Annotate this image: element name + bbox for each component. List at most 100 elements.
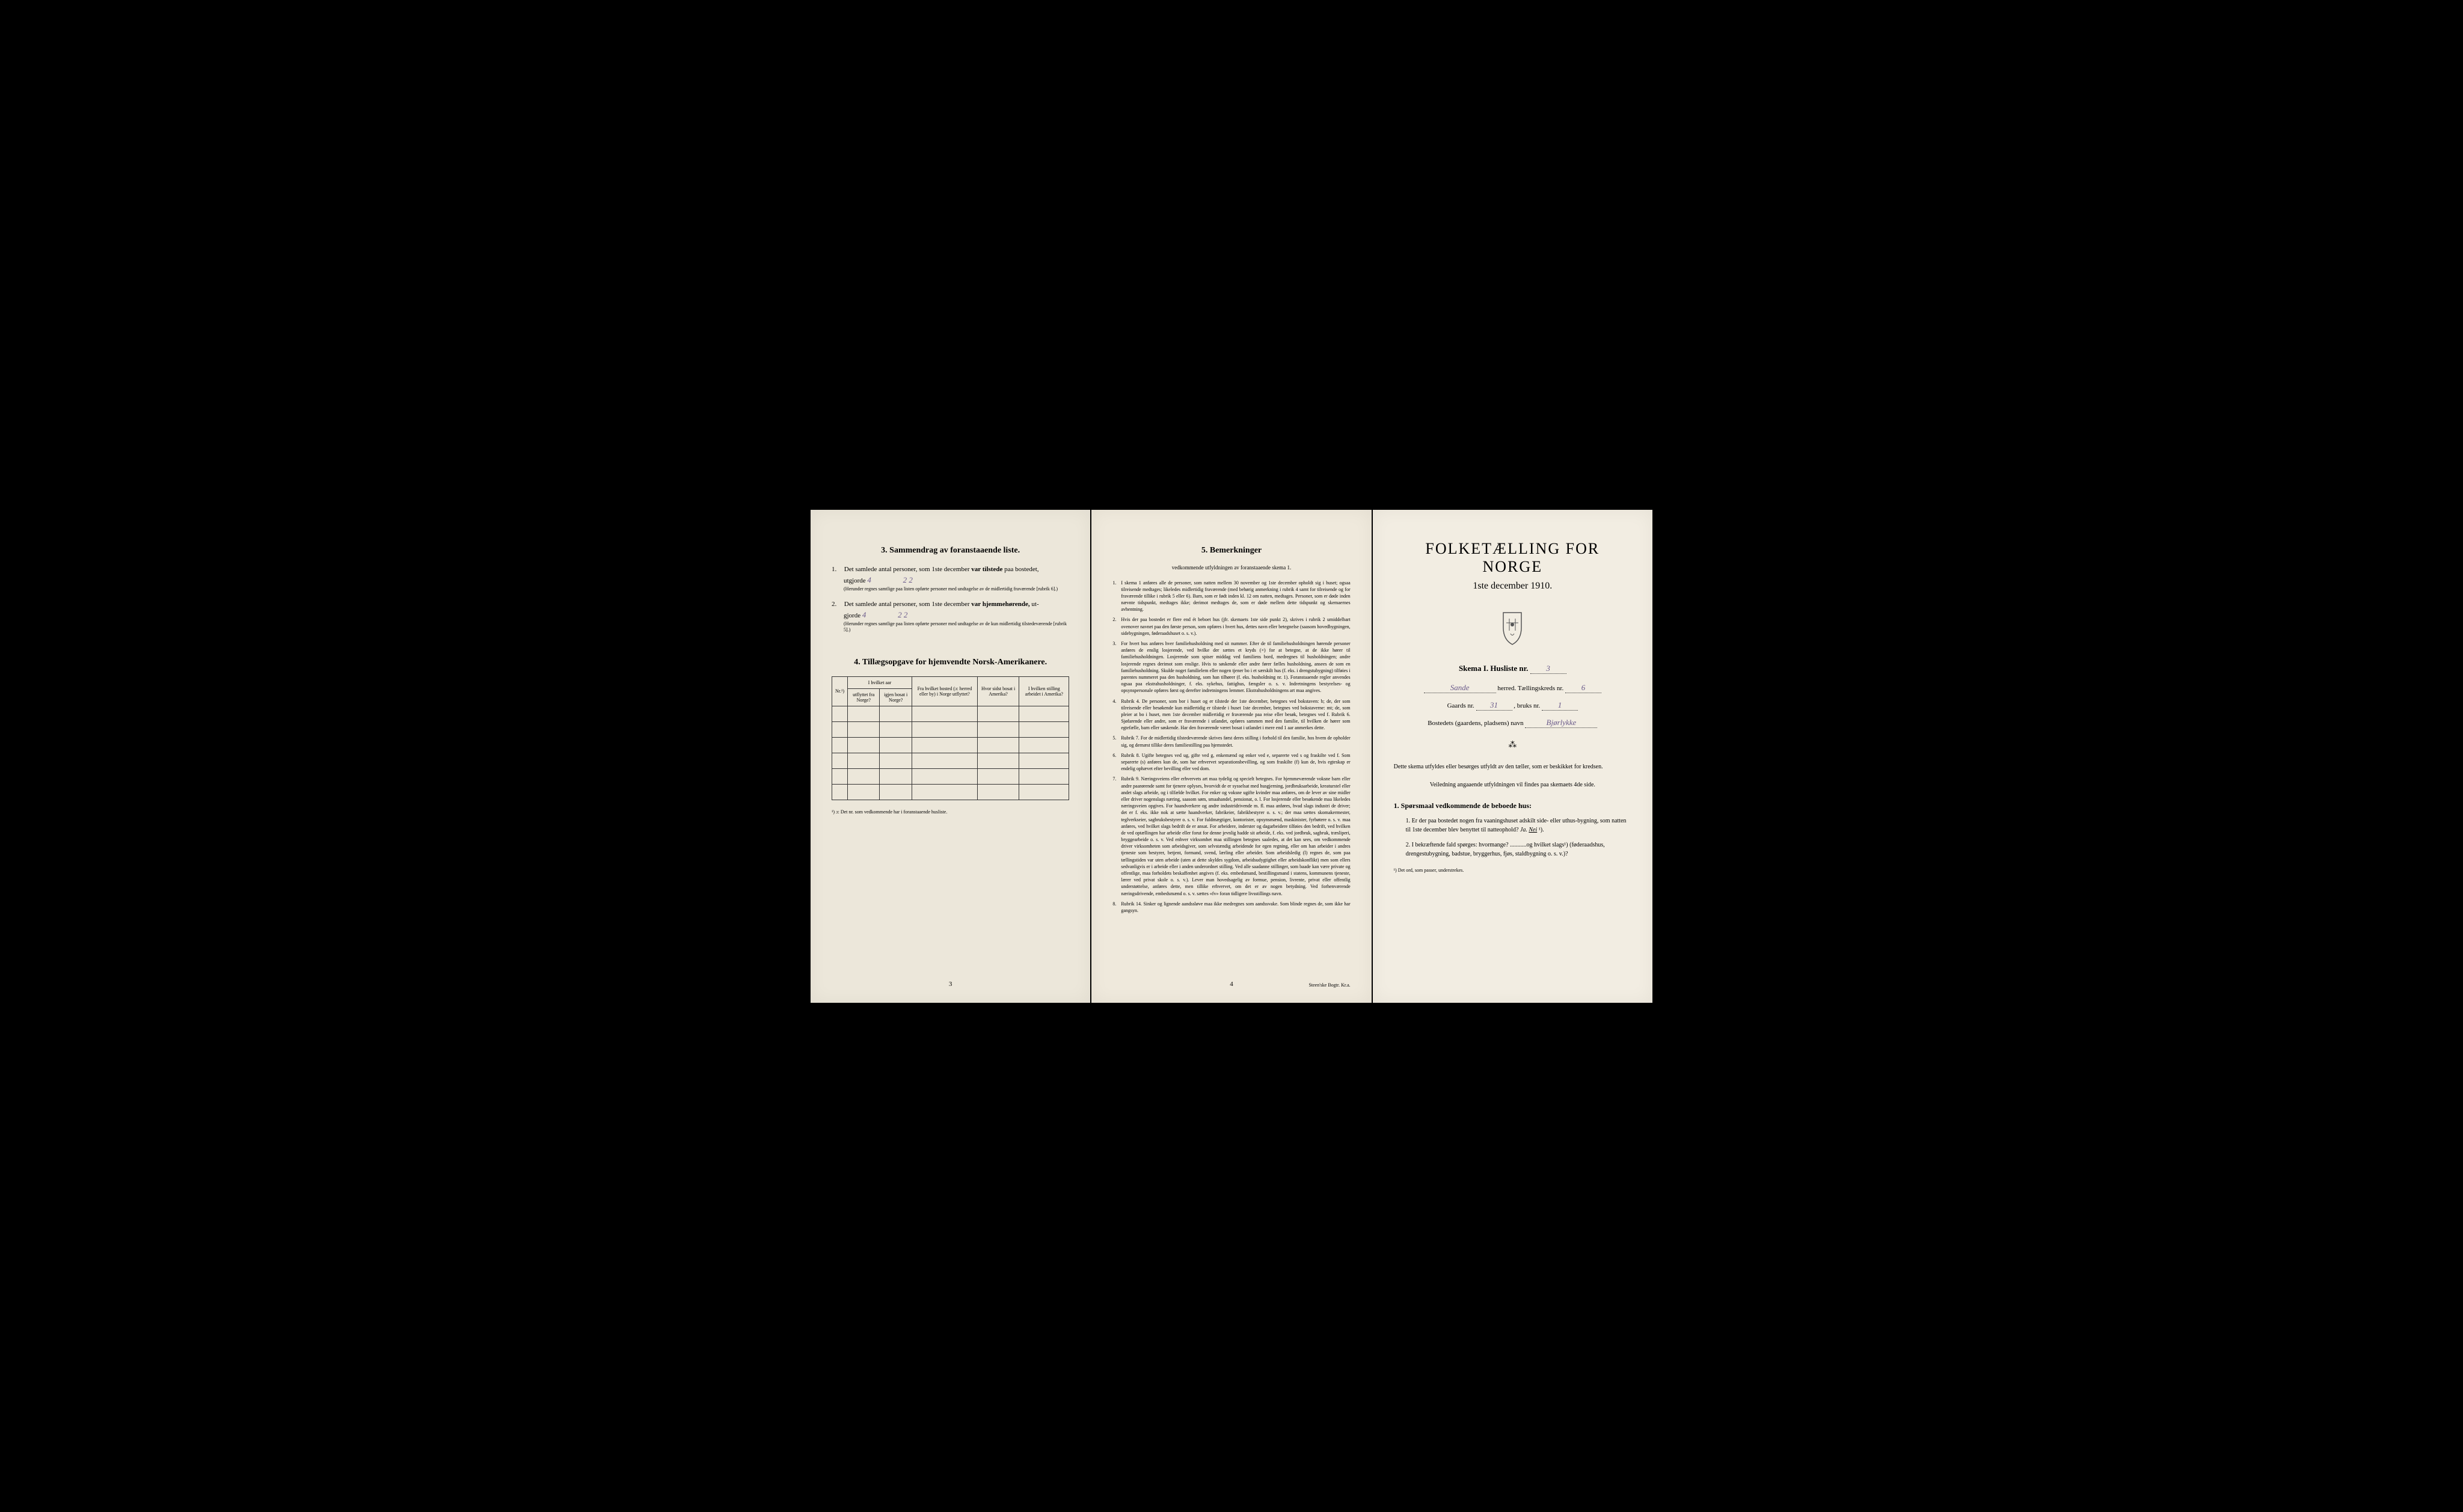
remark-item: 3.For hvert hus anføres hver familiehush… [1112, 640, 1350, 694]
item1-num: 1. [832, 565, 842, 575]
page-middle: 5. Bemerkninger vedkommende utfyldningen… [1091, 510, 1371, 1003]
item1-handwritten: 2 2 [903, 575, 913, 584]
right-footnote: ¹) Det ord, som passer, understrekes. [1394, 868, 1631, 873]
th-col3: Fra hvilket bosted (ɔ: herred eller by) … [912, 676, 977, 706]
q1-ja: Ja. [1520, 827, 1527, 833]
remark-num: 4. [1112, 698, 1121, 705]
main-title: FOLKETÆLLING FOR NORGE [1394, 540, 1631, 576]
table-row [832, 737, 1069, 753]
herred-value: Sande [1424, 683, 1496, 693]
table-row [832, 768, 1069, 784]
bosted-value: Bjørlykke [1525, 718, 1597, 728]
item1-text2: paa bostedet, [1004, 566, 1038, 573]
item2-value: 4 [862, 610, 866, 619]
tk-value: 6 [1565, 683, 1601, 693]
gaards-value1: 31 [1476, 700, 1512, 711]
item1-value: 4 [867, 575, 871, 584]
remark-num: 1. [1112, 580, 1121, 586]
item2-text3: gjorde [844, 612, 860, 619]
th-col5: I hvilken stilling arbeidet i Amerika? [1019, 676, 1069, 706]
subtitle: 1ste december 1910. [1394, 581, 1631, 592]
gaards-label1: Gaards nr. [1447, 702, 1474, 709]
item2-text2: ut- [1031, 601, 1038, 608]
item1: 1. Det samlede antal personer, som 1ste … [832, 565, 1069, 592]
remark-num: 3. [1112, 640, 1121, 647]
remark-text: Rubrik 7. For de midlertidig tilstedevær… [1121, 735, 1350, 748]
section5-header: 5. Bemerkninger [1112, 546, 1350, 556]
item2-text1: Det samlede antal personer, som 1ste dec… [844, 601, 970, 608]
remark-item: 4.Rubrik 4. De personer, som bor i huset… [1112, 698, 1350, 732]
item2-note: (Herunder regnes samtlige paa listen opf… [832, 621, 1069, 634]
section4-footnote: ¹) ɔ: Det nr. som vedkommende har i fora… [832, 809, 1069, 815]
q2-text: I bekræftende fald spørges: hvormange? .… [1406, 842, 1605, 857]
page-left: 3. Sammendrag av foranstaaende liste. 1.… [811, 510, 1090, 1003]
remark-num: 7. [1112, 776, 1121, 782]
remark-item: 8.Rubrik 14. Sinker og lignende aandsslø… [1112, 901, 1350, 914]
amerikanere-table: Nr.¹) I hvilket aar Fra hvilket bosted (… [832, 676, 1069, 800]
remark-text: For hvert hus anføres hver familiehushol… [1121, 640, 1350, 694]
table-row [832, 753, 1069, 768]
remark-num: 5. [1112, 735, 1121, 741]
bosted-line: Bostedets (gaardens, pladsens) navn Bjør… [1394, 718, 1631, 728]
q1-text: Er der paa bostedet nogen fra vaaningshu… [1406, 818, 1627, 833]
section3-header: 3. Sammendrag av foranstaaende liste. [832, 546, 1069, 556]
printer-mark: Steen'ske Bogtr. Kr.a. [1308, 982, 1350, 988]
decorative-divider: ⁂ [1394, 740, 1631, 750]
remark-item: 7.Rubrik 9. Næringsveiens eller erhverve… [1112, 776, 1350, 896]
page-number-4: 4 [1230, 981, 1233, 988]
remark-text: Rubrik 4. De personer, som bor i huset o… [1121, 698, 1350, 732]
q1-mark: ¹). [1539, 827, 1544, 833]
table-row [832, 784, 1069, 800]
remark-item: 5.Rubrik 7. For de midlertidig tilstedev… [1112, 735, 1350, 748]
remark-item: 1.I skema 1 anføres alle de personer, so… [1112, 580, 1350, 613]
remark-text: I skema 1 anføres alle de personer, som … [1121, 580, 1350, 613]
item1-note: (Herunder regnes samtlige paa listen opf… [832, 586, 1069, 592]
th-col2top: I hvilket aar [848, 676, 912, 688]
question2: 2. I bekræftende fald spørges: hvormange… [1406, 840, 1631, 859]
remark-text: Rubrik 14. Sinker og lignende aandssløve… [1121, 901, 1350, 914]
th-col1: Nr.¹) [832, 676, 848, 706]
page-number-3: 3 [949, 981, 952, 988]
item2-handwritten: 2 2 [898, 610, 907, 619]
remark-num: 6. [1112, 752, 1121, 759]
item2-bold1: var hjemmehørende, [971, 601, 1029, 608]
section5-subheader: vedkommende utfyldningen av foranstaaend… [1112, 565, 1350, 571]
remark-text: Rubrik 9. Næringsveiens eller erhvervets… [1121, 776, 1350, 896]
q1-nei: Nei [1529, 827, 1537, 833]
remarks-container: 1.I skema 1 anføres alle de personer, so… [1112, 580, 1350, 914]
remark-num: 8. [1112, 901, 1121, 907]
item1-text3: utgjorde [844, 577, 866, 584]
item1-text1: Det samlede antal personer, som 1ste dec… [844, 566, 970, 573]
item2-num: 2. [832, 599, 842, 610]
herred-label: herred. Tællingskreds nr. [1497, 685, 1563, 692]
th-col2b: igjen bosat i Norge? [880, 688, 912, 706]
remark-text: Hvis der paa bostedet er flere end ét be… [1121, 616, 1350, 637]
bosted-label: Bostedets (gaardens, pladsens) navn [1428, 720, 1523, 727]
remark-num: 2. [1112, 616, 1121, 623]
item1-bold1: var tilstede [971, 566, 1002, 573]
remark-text: Rubrik 8. Ugifte betegnes ved ug, gifte … [1121, 752, 1350, 773]
skema-value: 3 [1530, 664, 1566, 674]
q1-num: 1. [1406, 818, 1411, 824]
question1: 1. Er der paa bostedet nogen fra vaaning… [1406, 816, 1631, 834]
item2-line2: gjorde 4 2 2 [832, 609, 1069, 621]
description2: Veiledning angaaende utfyldningen vil fi… [1394, 780, 1631, 789]
crest-icon [1394, 610, 1631, 649]
table-row [832, 721, 1069, 737]
remark-item: 2.Hvis der paa bostedet er flere end ét … [1112, 616, 1350, 637]
th-col4: Hvor sidst bosat i Amerika? [977, 676, 1019, 706]
document-container: 3. Sammendrag av foranstaaende liste. 1.… [811, 510, 1652, 1003]
table-row [832, 706, 1069, 721]
skema-label: Skema I. Husliste nr. [1459, 664, 1528, 673]
q2-num: 2. [1406, 842, 1411, 848]
question-header: 1. Spørsmaal vedkommende de beboede hus: [1394, 801, 1631, 810]
remark-item: 6.Rubrik 8. Ugifte betegnes ved ug, gift… [1112, 752, 1350, 773]
gaards-label2: , bruks nr. [1514, 702, 1540, 709]
herred-line: Sande herred. Tællingskreds nr. 6 [1394, 683, 1631, 693]
item2: 2. Det samlede antal personer, som 1ste … [832, 599, 1069, 634]
item1-line2: utgjorde 4 2 2 [832, 574, 1069, 586]
section4-header: 4. Tillægsopgave for hjemvendte Norsk-Am… [832, 658, 1069, 667]
gaards-line: Gaards nr. 31 , bruks nr. 1 [1394, 700, 1631, 711]
description1: Dette skema utfyldes eller besørges utfy… [1394, 762, 1631, 771]
gaards-value2: 1 [1542, 700, 1578, 711]
